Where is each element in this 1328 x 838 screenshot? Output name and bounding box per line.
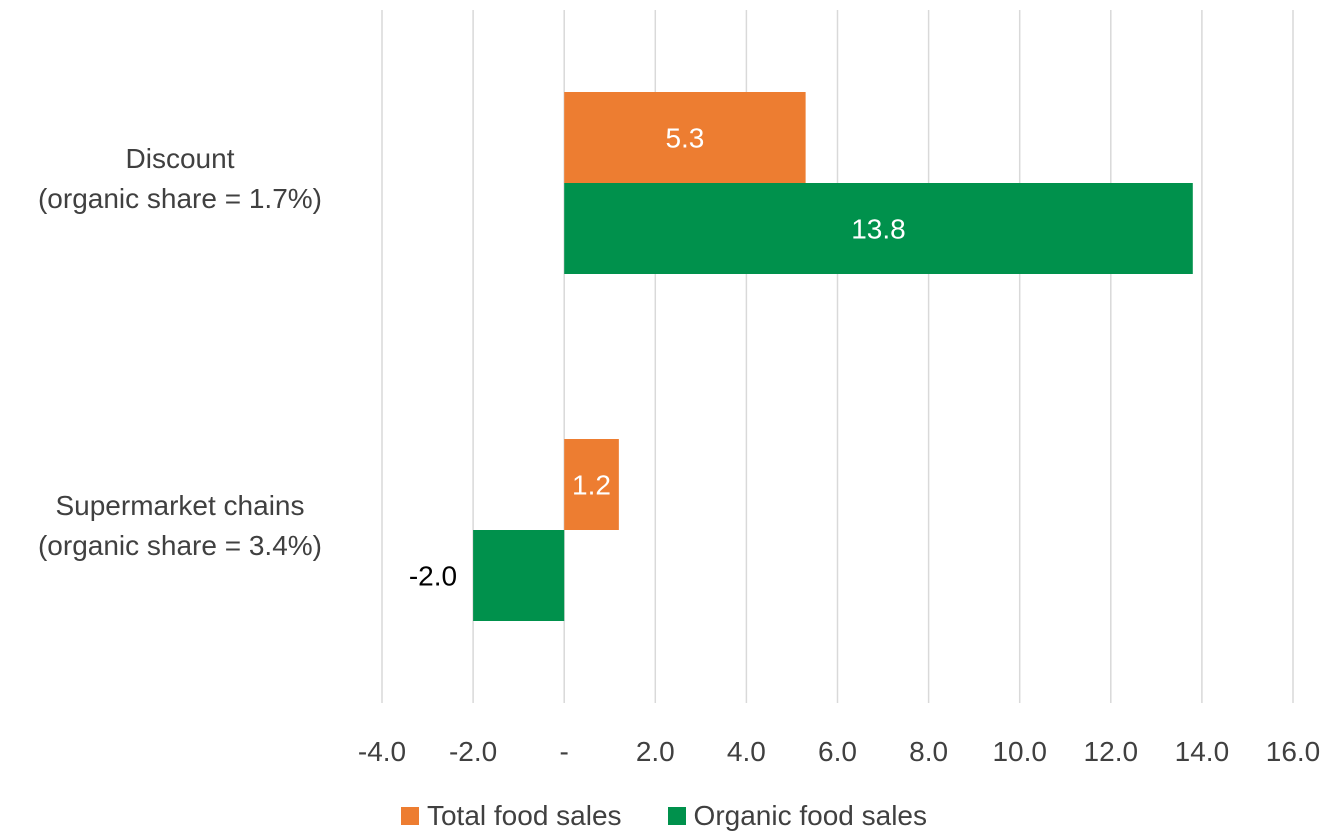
- legend: Total food sales Organic food sales: [0, 800, 1328, 832]
- x-tick-label: -: [560, 736, 569, 767]
- bar: [564, 183, 1193, 274]
- legend-label-organic: Organic food sales: [693, 800, 928, 831]
- bar: [473, 530, 565, 621]
- legend-swatch-total: [400, 807, 419, 825]
- bar: [564, 439, 619, 530]
- x-tick-label: 14.0: [1175, 736, 1230, 767]
- category-label-discount: Discount (organic share = 1.7%): [0, 139, 360, 219]
- bar-labels: 5.3 13.8 1.2 -2.0: [409, 123, 906, 592]
- bars: [473, 92, 1193, 621]
- category-label-supermarket: Supermarket chains (organic share = 3.4%…: [0, 486, 360, 566]
- x-tick-label: 2.0: [636, 736, 675, 767]
- bar-data-label: -2.0: [409, 561, 457, 592]
- category-label-discount-share: (organic share = 1.7%): [37, 183, 323, 214]
- x-tick-label: 10.0: [992, 736, 1047, 767]
- legend-swatch-organic: [667, 807, 686, 825]
- legend-item-organic: Organic food sales: [667, 800, 928, 832]
- x-tick-label: 8.0: [909, 736, 948, 767]
- bar-data-label: 13.8: [851, 214, 906, 245]
- category-label-supermarket-name: Supermarket chains: [55, 490, 305, 521]
- bar: [564, 92, 806, 183]
- x-tick-label: 12.0: [1084, 736, 1139, 767]
- x-tick-labels: -4.0 -2.0-2.0 4.0 6.0 8.0 10.0 12.0 14.0 16.0: [358, 736, 1320, 767]
- legend-item-total: Total food sales: [400, 800, 622, 832]
- category-label-discount-name: Discount: [125, 143, 235, 174]
- bar-data-label: 5.3: [665, 123, 704, 154]
- legend-label-total: Total food sales: [426, 800, 622, 831]
- x-tick-label: 16.0: [1266, 736, 1321, 767]
- x-tick-label: -2.0: [449, 736, 497, 767]
- bar-data-label: 1.2: [572, 470, 611, 501]
- x-tick-label: 4.0: [727, 736, 766, 767]
- x-tick-label: 6.0: [818, 736, 857, 767]
- category-label-supermarket-share: (organic share = 3.4%): [37, 530, 323, 561]
- x-tick-label: -4.0: [358, 736, 406, 767]
